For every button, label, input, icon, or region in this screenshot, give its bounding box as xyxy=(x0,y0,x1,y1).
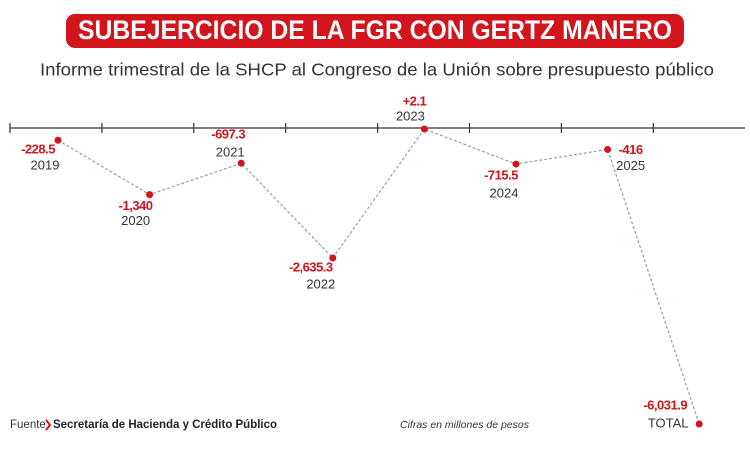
source: Secretaría de Hacienda y Crédito Público xyxy=(53,419,277,431)
value-label: -228.5 xyxy=(21,142,55,157)
data-line xyxy=(57,128,700,425)
value-label: -1,340 xyxy=(119,198,153,213)
value-label: -697.3 xyxy=(211,127,245,142)
data-point xyxy=(54,136,62,144)
category-label: 2021 xyxy=(216,145,245,160)
source-label: Fuente xyxy=(10,419,46,431)
title-banner xyxy=(66,14,684,48)
data-point xyxy=(146,191,154,199)
source-chevron xyxy=(45,419,52,431)
value-label: -2,635.3 xyxy=(289,259,333,274)
value-label: -715.5 xyxy=(484,168,518,183)
data-point xyxy=(329,254,337,262)
category-label: 2022 xyxy=(306,276,335,291)
category-label: 2020 xyxy=(121,213,150,228)
value-label: -6,031.9 xyxy=(643,397,687,412)
value-label: -416 xyxy=(619,142,643,157)
category-label: 2025 xyxy=(616,158,645,173)
chart-subtitle: Informe trimestral de la SHCP al Congres… xyxy=(40,60,714,80)
data-point xyxy=(512,160,520,168)
category-label: 2019 xyxy=(31,158,60,173)
chart-title: SUBEJERCICIO DE LA FGR CON GERTZ MANERO xyxy=(78,15,672,45)
data-point xyxy=(237,159,245,167)
note: Cifras en millones de pesos xyxy=(400,419,530,431)
category-label: TOTAL xyxy=(648,415,689,430)
value-label: +2.1 xyxy=(403,93,427,108)
category-label: 2024 xyxy=(490,186,519,201)
data-point xyxy=(604,145,612,153)
data-point xyxy=(695,420,703,428)
category-label: 2023 xyxy=(396,108,425,123)
data-point xyxy=(420,125,428,133)
